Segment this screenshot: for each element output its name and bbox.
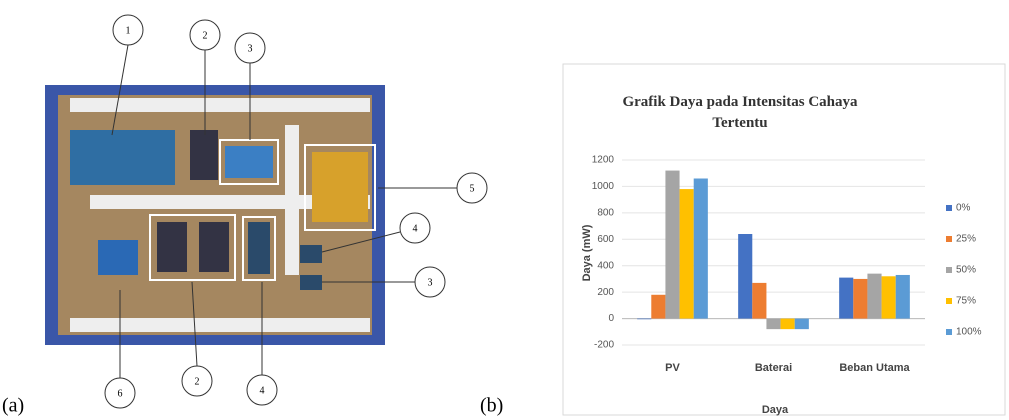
figure: 1 2 3 5 4 3 6 2 4 (a) (b) Daya (mW) Daya -200 0 20… <box>0 0 1009 420</box>
bar <box>738 234 752 319</box>
callout-label: 2 <box>195 376 200 387</box>
bar <box>680 189 694 318</box>
legend-label: 0% <box>956 203 971 214</box>
sensor <box>300 245 322 263</box>
x-tick-label: Baterai <box>755 362 792 374</box>
module <box>199 222 229 272</box>
arduino <box>70 130 175 185</box>
bar <box>694 179 708 319</box>
bar <box>665 171 679 319</box>
bar <box>867 274 881 319</box>
device-photo <box>45 85 385 345</box>
y-tick-label: 400 <box>597 260 614 271</box>
resistor <box>312 152 368 222</box>
x-tick-label: PV <box>665 362 680 374</box>
legend-label: 25% <box>956 234 976 245</box>
legend-marker <box>946 267 952 273</box>
sensor <box>225 146 273 178</box>
module <box>190 130 218 180</box>
bar <box>651 295 665 319</box>
sensor <box>248 222 270 274</box>
legend-label: 100% <box>956 327 982 338</box>
y-axis-title: Daya (mW) <box>581 224 593 281</box>
bar <box>752 283 766 319</box>
y-tick-label: 1200 <box>592 155 615 166</box>
callout-label: 4 <box>260 385 265 396</box>
callout-label: 1 <box>126 25 131 36</box>
y-tick-label: 800 <box>597 207 614 218</box>
panel-label: (a) <box>2 395 24 417</box>
callout-label: 5 <box>470 183 475 194</box>
legend-label: 75% <box>956 296 976 307</box>
relay <box>98 240 138 275</box>
y-tick-label: 200 <box>597 287 614 298</box>
module <box>157 222 187 272</box>
bar <box>766 319 780 330</box>
callout-label: 6 <box>118 388 123 399</box>
legend-marker <box>946 205 952 211</box>
y-tick-label: -200 <box>594 340 614 351</box>
legend-marker <box>946 298 952 304</box>
y-tick-label: 600 <box>597 234 614 245</box>
bar <box>795 319 809 330</box>
legend-marker <box>946 329 952 335</box>
rail <box>285 125 299 275</box>
callout-label: 2 <box>203 30 208 41</box>
page: 1 2 3 5 4 3 6 2 4 (a) (b) Daya (mW) Daya -200 0 20… <box>0 0 1009 420</box>
bar <box>882 276 896 318</box>
legend-marker <box>946 236 952 242</box>
bar <box>839 278 853 319</box>
bar <box>853 279 867 319</box>
rail <box>70 98 370 112</box>
x-axis-title: Daya <box>762 404 789 416</box>
bar <box>781 319 795 330</box>
bar <box>637 319 651 320</box>
legend-label: 50% <box>956 265 976 276</box>
rail <box>70 318 370 332</box>
bar <box>896 275 910 319</box>
y-tick-label: 1000 <box>592 181 615 192</box>
chart-title: Grafik Daya pada Intensitas Cahaya Terte… <box>620 92 860 134</box>
y-tick-label: 0 <box>608 313 614 324</box>
callout-label: 3 <box>428 277 433 288</box>
x-tick-label: Beban Utama <box>839 362 910 374</box>
sensor <box>300 275 322 290</box>
callout-label: 3 <box>248 43 253 54</box>
callout-label: 4 <box>413 223 418 234</box>
panel-label: (b) <box>480 395 503 417</box>
